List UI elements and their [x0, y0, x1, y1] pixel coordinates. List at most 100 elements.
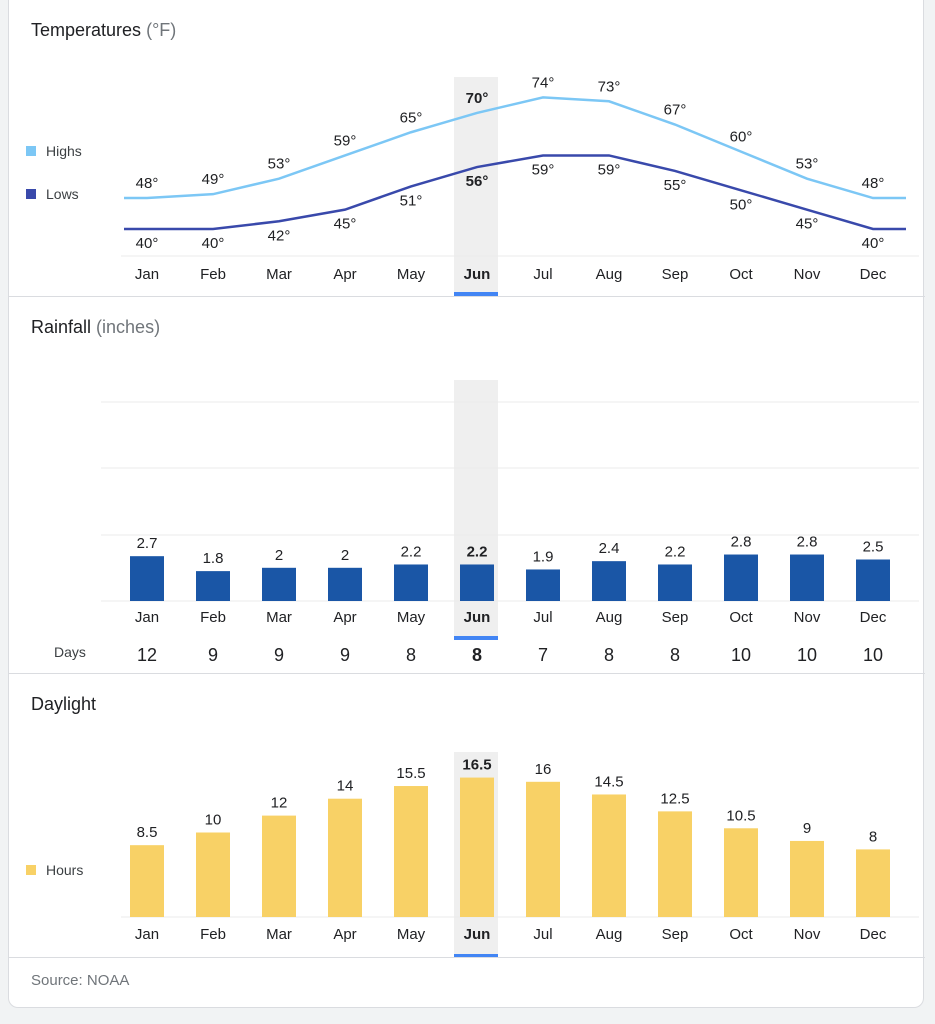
month-label[interactable]: Aug [596, 609, 623, 626]
month-label[interactable]: Jan [135, 926, 159, 943]
month-label[interactable]: Oct [729, 266, 753, 283]
highs-line [124, 96, 906, 200]
highs-legend-label: Highs [46, 143, 82, 159]
low-temp-label: 50° [730, 196, 753, 213]
low-temp-label: 45° [334, 216, 357, 233]
daylight-value-label: 16 [535, 761, 552, 778]
low-temp-label: 59° [532, 161, 555, 178]
month-label[interactable]: Nov [794, 926, 821, 943]
rainfall-value-label: 2.2 [467, 543, 488, 560]
daylight-section: Daylight Hours 8.5 10 12 14 15.5 16.5 16 14.5 12.… [9, 674, 925, 958]
daylight-bar [856, 849, 890, 917]
high-temp-label: 73° [598, 78, 621, 95]
daylight-bar [724, 828, 758, 917]
daylight-value-label: 14 [337, 778, 354, 795]
rainfall-bar [856, 559, 890, 601]
high-temp-label: 48° [136, 175, 159, 192]
daylight-bar [592, 794, 626, 917]
rainfall-value-label: 1.8 [203, 550, 224, 567]
month-label[interactable]: Sep [662, 266, 689, 283]
month-label[interactable]: Feb [200, 266, 226, 283]
month-label[interactable]: Dec [860, 609, 887, 626]
month-label[interactable]: Feb [200, 926, 226, 943]
rainfall-value-label: 2 [341, 547, 349, 564]
rain-days-value: 10 [731, 645, 751, 665]
rain-days-value: 8 [670, 645, 680, 665]
lows-legend-label: Lows [46, 186, 79, 202]
month-label[interactable]: Jul [533, 609, 552, 626]
month-label[interactable]: Mar [266, 926, 292, 943]
month-label[interactable]: Mar [266, 266, 292, 283]
rainfall-chart[interactable]: 2.7 1.8 2 2 2.2 2.2 1.9 2.4 2.2 2.8 2.8 2.5 Jan Feb Ma… [9, 297, 925, 673]
daylight-value-label: 10.5 [726, 807, 755, 824]
month-label[interactable]: Jan [135, 609, 159, 626]
daylight-bar [130, 845, 164, 917]
rainfall-bar [724, 554, 758, 601]
rainfall-value-label: 2.8 [797, 534, 818, 551]
rainfall-value-label: 2.8 [731, 534, 752, 551]
month-label[interactable]: Sep [662, 609, 689, 626]
month-label[interactable]: Aug [596, 926, 623, 943]
rainfall-bar [196, 571, 230, 601]
month-label[interactable]: Nov [794, 266, 821, 283]
daylight-chart[interactable]: Hours 8.5 10 12 14 15.5 16.5 16 14.5 12.5 10.5 9 8 Ja… [9, 674, 925, 958]
month-label[interactable]: Mar [266, 609, 292, 626]
month-label[interactable]: Jan [135, 266, 159, 283]
rain-days-value: 8 [604, 645, 614, 665]
low-temp-label: 59° [598, 161, 621, 178]
low-temp-label: 45° [796, 216, 819, 233]
rainfall-value-label: 1.9 [533, 548, 554, 565]
rain-days-value: 7 [538, 645, 548, 665]
source-text: Source: NOAA [31, 972, 130, 989]
rain-days-value: 10 [797, 645, 817, 665]
high-temp-label: 49° [202, 171, 225, 188]
rainfall-bar [130, 556, 164, 601]
rain-days-value: 9 [208, 645, 218, 665]
low-temp-label: 40° [136, 235, 159, 252]
month-label[interactable]: Jul [533, 266, 552, 283]
month-label[interactable]: Sep [662, 926, 689, 943]
month-label[interactable]: Jun [464, 609, 491, 626]
weather-card: Temperatures (°F) Highs Lows 48° 49° 53° 59° 6… [8, 0, 925, 1008]
rainfall-bar [790, 554, 824, 601]
month-label[interactable]: Aug [596, 266, 623, 283]
selected-month-indicator [454, 292, 498, 296]
highs-legend-swatch [26, 146, 36, 156]
daylight-value-label: 8 [869, 828, 877, 845]
lows-line [124, 154, 906, 231]
month-label[interactable]: Apr [333, 266, 356, 283]
month-label[interactable]: May [397, 266, 426, 283]
month-label[interactable]: May [397, 926, 426, 943]
month-label[interactable]: Dec [860, 926, 887, 943]
month-label[interactable]: Feb [200, 609, 226, 626]
low-temp-label: 56° [466, 173, 489, 190]
month-label[interactable]: Oct [729, 926, 753, 943]
high-temp-label: 60° [730, 129, 753, 146]
month-label[interactable]: Apr [333, 609, 356, 626]
high-temp-label: 53° [796, 156, 819, 173]
month-label[interactable]: Jul [533, 926, 552, 943]
rain-days-value: 10 [863, 645, 883, 665]
month-label[interactable]: Dec [860, 266, 887, 283]
month-label[interactable]: Oct [729, 609, 753, 626]
daylight-bar [526, 781, 560, 917]
month-label[interactable]: Nov [794, 609, 821, 626]
high-temp-label: 70° [466, 90, 489, 107]
rain-days-value: 8 [472, 645, 482, 665]
temperature-chart[interactable]: Highs Lows 48° 49° 53° 59° 65° 70° 74° 73° 67° 60° 5… [9, 0, 925, 297]
month-label[interactable]: Jun [464, 266, 491, 283]
rainfall-unit: (inches) [96, 317, 161, 337]
rainfall-value-label: 2.5 [863, 539, 884, 556]
high-temp-label: 67° [664, 102, 687, 119]
daylight-value-label: 10 [205, 812, 222, 829]
month-label[interactable]: Apr [333, 926, 356, 943]
hours-legend-swatch [26, 865, 36, 875]
rainfall-value-label: 2.2 [401, 543, 422, 560]
daylight-value-label: 8.5 [137, 824, 158, 841]
daylight-bar [394, 786, 428, 917]
daylight-value-label: 14.5 [594, 773, 623, 790]
daylight-value-label: 16.5 [462, 757, 491, 774]
month-label[interactable]: Jun [464, 926, 491, 943]
high-temp-label: 74° [532, 74, 555, 91]
month-label[interactable]: May [397, 609, 426, 626]
